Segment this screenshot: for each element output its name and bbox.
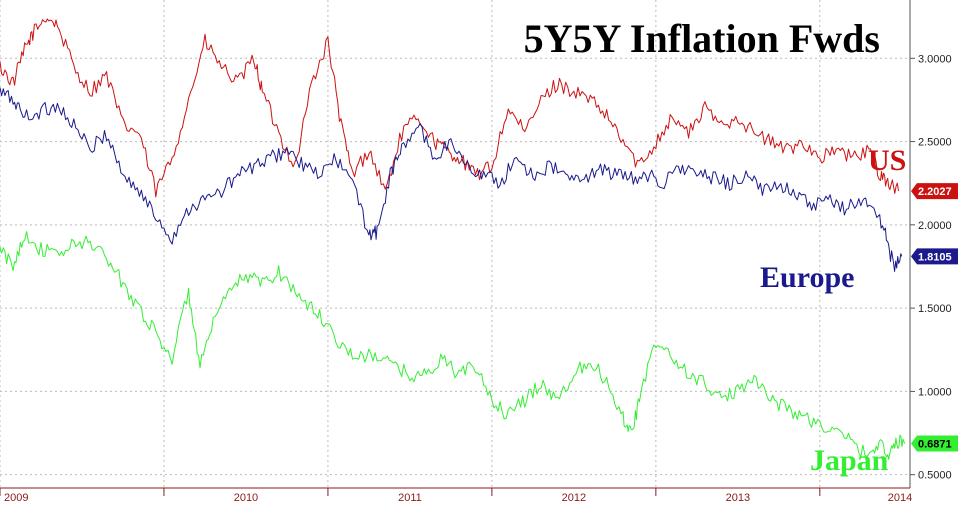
series-labels: US Europe Japan [760, 144, 906, 477]
last-value-tag-text: 2.2027 [918, 186, 952, 198]
last-value-tag-europe: 1.8105 [911, 248, 958, 265]
series-label-japan: Japan [810, 444, 889, 477]
y-tick-label: 3.0000 [918, 53, 952, 65]
x-tick-label: 2012 [562, 492, 586, 504]
series-line-japan [0, 231, 906, 460]
x-tick-label: 2010 [234, 492, 258, 504]
last-value-tag-text: 0.6871 [918, 439, 952, 451]
series-lines [0, 18, 906, 460]
x-tick-label: 2009 [4, 492, 28, 504]
last-value-tag-text: 1.8105 [918, 251, 952, 263]
grid [0, 0, 910, 488]
series-line-us [0, 18, 899, 198]
chart-title: 5Y5Y Inflation Fwds [524, 16, 880, 61]
y-tick-label: 0.5000 [918, 470, 952, 482]
y-tick-label: 1.0000 [918, 386, 952, 398]
last-value-tags: 2.2027 1.8105 0.6871 [911, 183, 958, 452]
y-tick-label: 2.5000 [918, 137, 952, 149]
last-value-tag-box [911, 435, 958, 452]
x-tick-label: 2014 [888, 492, 912, 504]
last-value-tag-box [911, 248, 958, 265]
x-tick-label: 2011 [398, 492, 422, 504]
y-tick-label: 1.5000 [918, 303, 952, 315]
last-value-tag-japan: 0.6871 [911, 435, 958, 452]
series-label-us: US [868, 144, 906, 177]
series-label-europe: Europe [760, 261, 854, 294]
series-line-europe [0, 87, 903, 272]
last-value-tag-us: 2.2027 [911, 183, 958, 200]
x-tick-label: 2013 [726, 492, 750, 504]
last-value-tag-box [911, 183, 958, 200]
y-tick-label: 2.0000 [918, 220, 952, 232]
